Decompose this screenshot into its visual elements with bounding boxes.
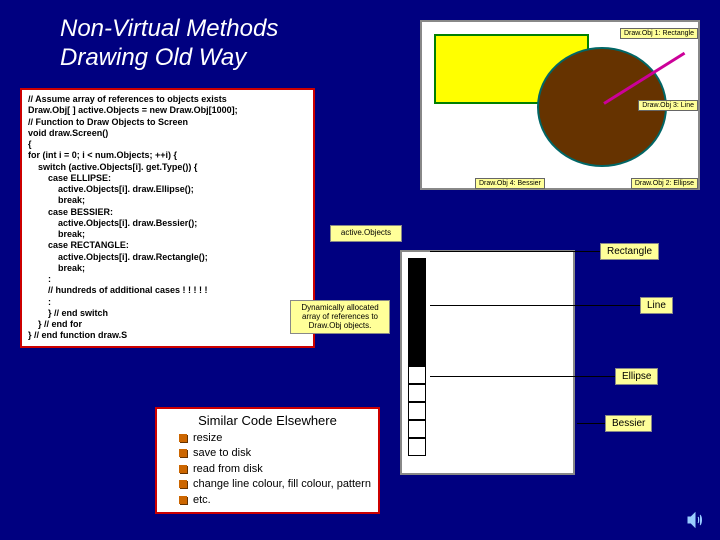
array-diagram xyxy=(400,250,575,475)
array-cell xyxy=(408,366,426,384)
array-cell xyxy=(408,402,426,420)
code-line: // Function to Draw Objects to Screen xyxy=(28,117,307,128)
code-line: break; xyxy=(28,263,307,274)
array-cell xyxy=(408,384,426,402)
type-label-ellipse: Ellipse xyxy=(615,368,658,385)
code-line: for (int i = 0; i < num.Objects; ++i) { xyxy=(28,150,307,161)
connector-line xyxy=(430,376,615,377)
similar-item: etc. xyxy=(179,493,374,508)
connector-line xyxy=(430,305,640,306)
code-line: : xyxy=(28,274,307,285)
code-line: // hundreds of additional cases ! ! ! ! … xyxy=(28,285,307,296)
code-line: : xyxy=(28,297,307,308)
shape-label-rect: Draw.Obj 1: Rectangle xyxy=(620,28,698,39)
code-line: active.Objects[i]. draw.Bessier(); xyxy=(28,218,307,229)
similar-title: Similar Code Elsewhere xyxy=(161,413,374,428)
code-line: case RECTANGLE: xyxy=(28,240,307,251)
code-line: } // end function draw.S xyxy=(28,330,307,341)
array-cell xyxy=(408,258,426,276)
type-label-rect: Rectangle xyxy=(600,243,659,260)
code-line: break; xyxy=(28,195,307,206)
code-line: } // end switch xyxy=(28,308,307,319)
array-cell xyxy=(408,312,426,330)
title-line2: Drawing Old Way xyxy=(60,44,278,73)
shape-label-line: Draw.Obj 3: Line xyxy=(638,100,698,111)
type-label-bessier: Bessier xyxy=(605,415,652,432)
similar-item: read from disk xyxy=(179,462,374,477)
similar-list: resizesave to diskread from diskchange l… xyxy=(161,431,374,508)
code-line: // Assume array of references to objects… xyxy=(28,94,307,105)
array-cell xyxy=(408,276,426,294)
title-line1: Non-Virtual Methods xyxy=(60,15,278,44)
type-label-line: Line xyxy=(640,297,673,314)
array-cell xyxy=(408,348,426,366)
code-line: active.Objects[i]. draw.Ellipse(); xyxy=(28,184,307,195)
code-line: Draw.Obj[ ] active.Objects = new Draw.Ob… xyxy=(28,105,307,116)
connector-line xyxy=(577,423,605,424)
similar-code-box: Similar Code Elsewhere resizesave to dis… xyxy=(155,407,380,514)
code-line: case BESSIER: xyxy=(28,207,307,218)
similar-item: save to disk xyxy=(179,446,374,461)
code-line: break; xyxy=(28,229,307,240)
code-line: void draw.Screen() xyxy=(28,128,307,139)
array-cell xyxy=(408,330,426,348)
code-line: } // end for xyxy=(28,319,307,330)
code-line: switch (active.Objects[i]. get.Type()) { xyxy=(28,162,307,173)
shape-label-ellipse: Draw.Obj 2: Ellipse xyxy=(631,178,698,189)
similar-item: resize xyxy=(179,431,374,446)
connector-line xyxy=(430,251,600,252)
code-line: active.Objects[i]. draw.Rectangle(); xyxy=(28,252,307,263)
slide-title: Non-Virtual Methods Drawing Old Way xyxy=(60,15,278,73)
dyn-array-label: Dynamically allocated array of reference… xyxy=(290,300,390,334)
array-cell xyxy=(408,420,426,438)
active-objects-label: active.Objects xyxy=(330,225,402,242)
code-line: case ELLIPSE: xyxy=(28,173,307,184)
shape-label-bessier: Draw.Obj 4: Bessier xyxy=(475,178,545,189)
array-cell xyxy=(408,438,426,456)
array-cell xyxy=(408,294,426,312)
speaker-icon xyxy=(685,510,705,530)
code-line: { xyxy=(28,139,307,150)
code-block: // Assume array of references to objects… xyxy=(20,88,315,348)
similar-item: change line colour, fill colour, pattern xyxy=(179,477,374,492)
